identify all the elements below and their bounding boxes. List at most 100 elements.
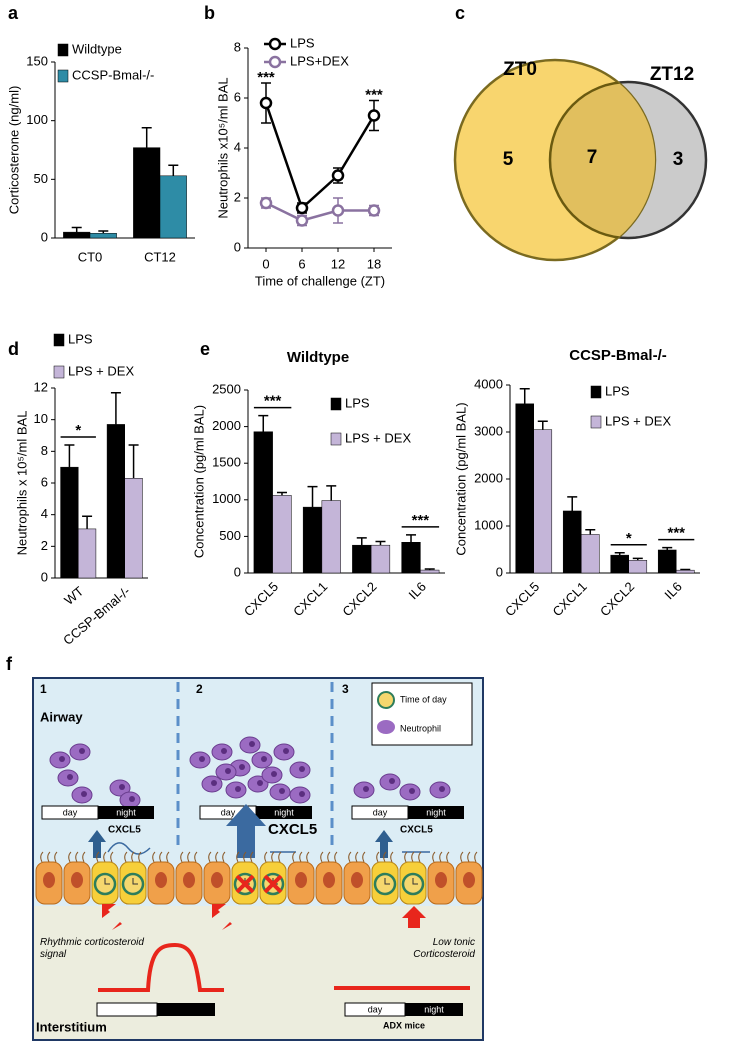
error-bar — [424, 568, 435, 571]
day-bar — [96, 1002, 158, 1017]
diagram-frame — [32, 677, 484, 1041]
day-text: day — [221, 807, 236, 817]
chart-title: CCSP-Bmal-/- — [569, 347, 667, 364]
cilium — [103, 851, 107, 863]
y-tick-label: 4000 — [474, 376, 503, 391]
y-tick-label: 150 — [26, 53, 48, 68]
night-text: night — [274, 807, 294, 817]
neutrophil-nucleus — [271, 771, 277, 777]
airway-label: Airway — [40, 709, 83, 724]
low-text-box: Low tonic Corticosteroid — [413, 937, 475, 960]
point — [259, 196, 273, 210]
neutrophil-nucleus — [119, 784, 125, 790]
error-bar — [662, 546, 673, 550]
bar — [106, 424, 126, 579]
cilium — [418, 851, 422, 863]
neutrophil-nucleus — [283, 748, 289, 754]
y-tick-label: 2 — [41, 538, 48, 553]
y-tick-label: 0 — [234, 564, 241, 579]
panel-letter: e — [200, 339, 210, 359]
cilium — [432, 851, 436, 863]
y-tick-label: 0 — [496, 564, 503, 579]
cilium — [54, 851, 58, 863]
x-tick-label: CXCL2 — [597, 579, 637, 619]
neutrophil-nucleus — [439, 786, 445, 792]
cilium — [47, 851, 51, 863]
x-tick-label: CXCL2 — [339, 579, 379, 619]
bar — [581, 534, 600, 574]
cilium — [68, 851, 72, 863]
error-bar — [71, 226, 82, 233]
y-tick-label: 1500 — [212, 455, 241, 470]
cilium — [390, 851, 394, 863]
point — [295, 201, 309, 215]
cilium — [460, 851, 464, 863]
bar — [272, 495, 292, 574]
neutrophil-icon — [377, 720, 395, 734]
x-tick-label: 6 — [298, 256, 305, 271]
point — [367, 204, 381, 217]
neutrophil-nucleus — [199, 756, 205, 762]
cxcl5-arrow — [88, 830, 106, 858]
night-bar — [157, 1003, 215, 1016]
legend-label: LPS+DEX — [290, 53, 349, 68]
cilium — [222, 851, 226, 863]
legend-swatch — [590, 385, 602, 399]
cilium — [82, 851, 86, 863]
nucleus — [71, 872, 83, 888]
x-tick-label: CT12 — [144, 249, 176, 264]
y-tick-label: 2500 — [212, 381, 241, 396]
section-number: 3 — [342, 682, 349, 696]
cilium — [215, 851, 219, 863]
interstitium-label: Interstitium — [36, 1019, 107, 1034]
error-bar — [276, 491, 287, 496]
legend-swatch — [330, 432, 342, 446]
error-bar — [64, 444, 75, 468]
bar — [302, 506, 323, 574]
error-bar — [356, 537, 367, 546]
neutrophil-nucleus — [67, 774, 73, 780]
cross — [263, 874, 283, 894]
cilium — [362, 851, 366, 863]
point — [331, 204, 345, 217]
cilium — [124, 851, 128, 863]
point — [331, 169, 345, 182]
significance-label: *** — [264, 393, 282, 410]
y-tick-label: 2000 — [212, 418, 241, 433]
legend-marker — [268, 55, 282, 69]
cilium — [467, 851, 471, 863]
signal-arrow — [402, 906, 426, 928]
cilium — [278, 851, 282, 863]
clock-hands — [104, 878, 110, 885]
day-text: day — [63, 807, 78, 817]
y-axis-label: Concentration (pg/ml BAL) — [191, 405, 206, 558]
cxcl5-arrow — [226, 804, 266, 858]
cilium — [236, 851, 240, 863]
y-tick-label: 0 — [234, 239, 241, 254]
cilium — [383, 851, 387, 863]
legend-swatch — [53, 365, 65, 379]
y-axis-label: Concentration (pg/ml BAL) — [453, 402, 468, 555]
clock-hands — [132, 878, 138, 885]
bar — [63, 231, 91, 239]
neutrophil-nucleus — [239, 764, 245, 770]
cilium — [250, 851, 254, 863]
panel-letter: d — [8, 339, 19, 359]
night-bar — [405, 1003, 463, 1016]
error-bar — [614, 552, 625, 556]
y-tick-label: 1000 — [474, 517, 503, 532]
cilium — [271, 851, 275, 863]
panel-letter: f — [6, 654, 13, 674]
cilium — [355, 851, 359, 863]
error-bar — [258, 414, 269, 432]
neutrophil-nucleus — [225, 768, 231, 774]
neutrophil-nucleus — [363, 786, 369, 792]
y-tick-label: 50 — [34, 171, 48, 186]
series-line — [264, 102, 376, 211]
interstitium-region — [33, 906, 483, 1040]
epithelium — [35, 851, 483, 905]
error-bar — [537, 420, 548, 430]
signal-arrow — [212, 904, 232, 930]
y-axis-label: Neutrophils x10⁵/ml BAL — [215, 77, 230, 218]
cilium — [96, 851, 100, 863]
